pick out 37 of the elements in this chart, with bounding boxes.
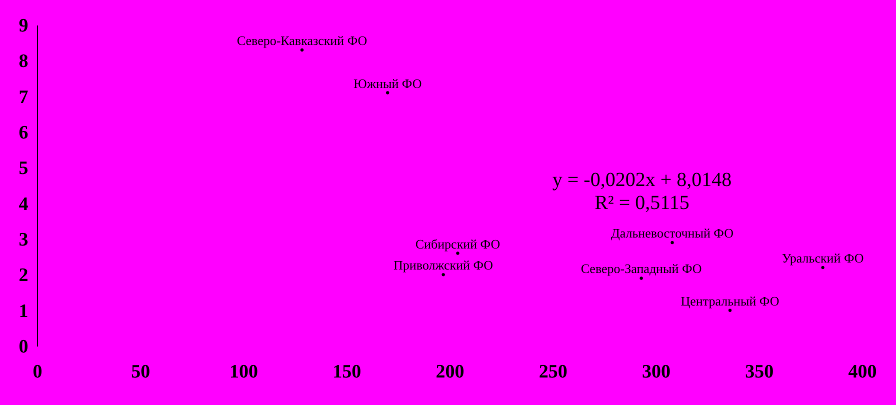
x-tick-label: 400 [848,362,877,382]
point [386,91,390,94]
y-tick-label: 2 [18,265,28,286]
annotation: Сибирский ФО [415,236,500,252]
y-tick-label: 8 [18,51,28,72]
x-tick-label: 0 [32,362,42,382]
y-tick-label: 9 [18,16,28,36]
point [456,252,460,255]
point [728,308,732,312]
point [442,273,445,276]
x-tick-label: 300 [642,362,670,382]
annotation: Северо-Западный ФО [580,261,702,276]
annotation: y = -0,0202x + 8,0148 [552,169,732,191]
y-tick-label: 7 [18,86,29,108]
annotation: Дальневосточный ФО [611,226,734,241]
point [300,48,304,52]
point [640,276,643,280]
annotation: Уральский ФО [782,250,864,266]
y-tick-label: 0 [18,336,28,358]
annotation: R² = 0,5115 [594,192,690,214]
annotation: Северо-Кавказский ФО [236,32,368,48]
annotation: Приволжский ФО [394,258,494,273]
x-tick-label: 250 [538,362,568,382]
x-tick-label: 200 [436,362,464,382]
point [821,266,824,270]
x-tick-label: 50 [131,362,150,382]
x-tick-label: 150 [332,362,362,382]
y-tick-label: 3 [18,230,28,250]
point [670,240,674,244]
annotation: Южный ФО [354,76,422,91]
y-tick-label: 1 [18,300,28,322]
y-tick-label: 4 [18,194,29,215]
x-tick-label: 350 [745,362,774,382]
annotation: Центральный ФО [680,293,780,308]
y-tick-label: 5 [18,158,28,180]
y-tick-label: 6 [18,122,28,144]
x-tick-label: 100 [230,362,258,382]
